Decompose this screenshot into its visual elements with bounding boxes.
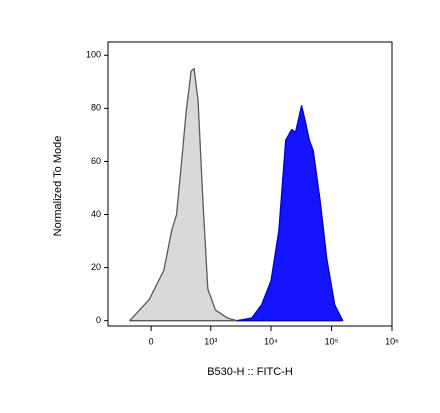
y-tick-label: 20 (91, 262, 101, 272)
y-tick-label: 80 (91, 103, 101, 113)
plot-frame (107, 41, 393, 327)
x-tick-label: 0 (149, 336, 154, 346)
histogram-area (129, 67, 238, 322)
y-tick-label: 100 (86, 50, 101, 60)
x-tick-label: 10⁶ (385, 336, 399, 346)
y-tick-label: 0 (96, 315, 101, 325)
x-tick-label: 10⁴ (264, 336, 278, 346)
histograms (129, 67, 344, 322)
x-axis-label: B530-H :: FITC-H (207, 366, 293, 378)
histogram-area (236, 105, 344, 322)
y-tick-label: 40 (91, 209, 101, 219)
y-axis-label: Normalized To Mode (52, 136, 64, 237)
y-tick-label: 60 (91, 156, 101, 166)
x-tick-label: 10³ (204, 336, 217, 346)
x-tick-label: 10⁵ (325, 336, 339, 346)
